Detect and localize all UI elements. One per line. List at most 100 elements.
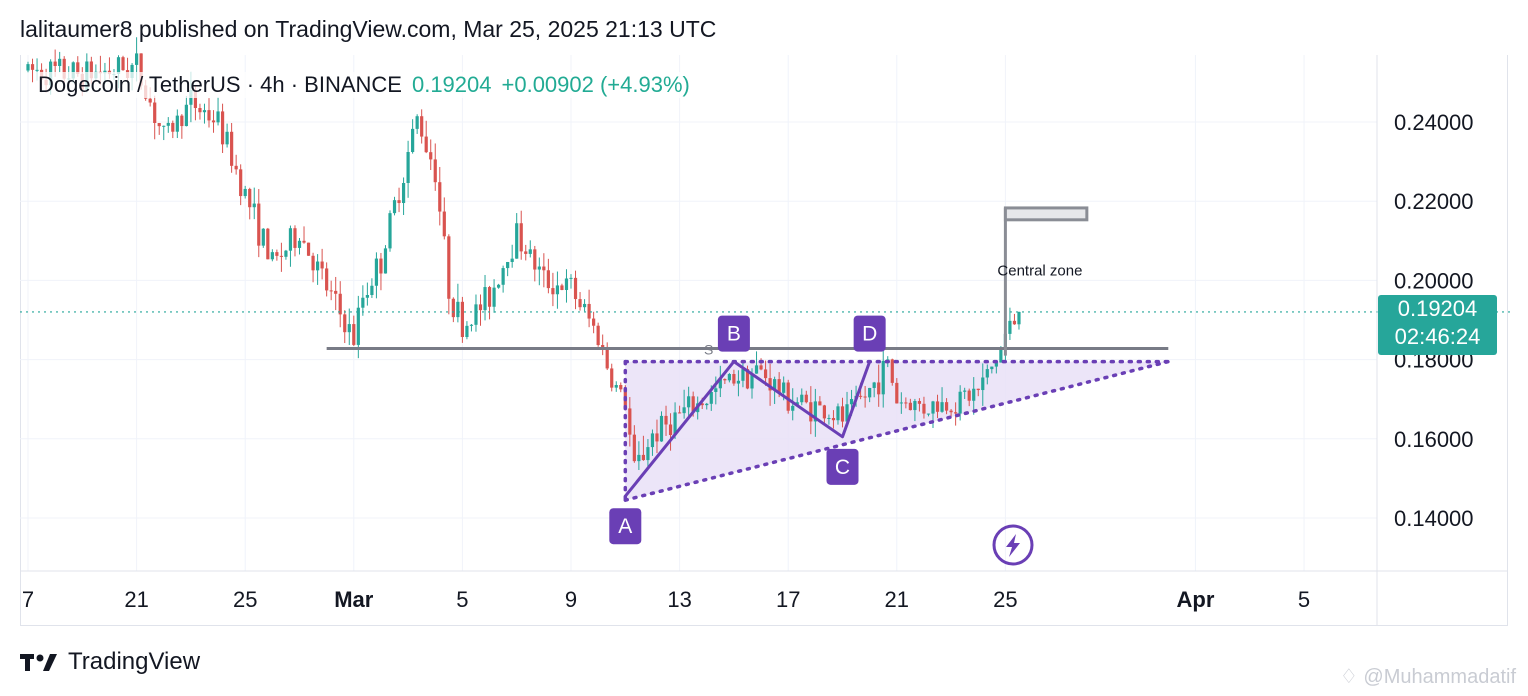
candle-body <box>818 401 822 406</box>
candle-body <box>401 182 406 204</box>
candle-body <box>370 285 374 296</box>
x-tick-label: Mar <box>334 587 374 612</box>
candle-body <box>216 111 220 123</box>
candle-body <box>768 378 772 391</box>
candle-body <box>89 61 93 79</box>
x-tick-label: 21 <box>885 587 909 612</box>
triangle-bottom-edge <box>623 359 1171 502</box>
publish-header: lalitaumer8 published on TradingView.com… <box>20 16 717 42</box>
candle-body <box>374 258 379 286</box>
candle-body <box>383 248 388 274</box>
candle-body <box>791 405 795 411</box>
pattern-labels: A B C D Central zone <box>609 262 1082 566</box>
candle-body <box>727 374 731 381</box>
candle-body <box>922 403 926 414</box>
candle-body <box>958 391 962 414</box>
candle-body <box>895 382 899 404</box>
candle-body <box>447 236 451 299</box>
x-tick-label: Apr <box>1177 587 1215 612</box>
candle-body <box>116 57 121 74</box>
levels: S <box>20 206 1512 358</box>
candle-body <box>641 454 645 461</box>
candle-body <box>220 111 225 145</box>
candle-body <box>899 402 903 404</box>
candle-body <box>316 261 320 271</box>
candle-body <box>1012 320 1017 325</box>
candles <box>26 37 1021 470</box>
candle-body <box>442 211 446 237</box>
candle-body <box>917 401 922 404</box>
price-change: +0.00902 (+4.93%) <box>501 72 690 97</box>
candle-body <box>478 304 483 311</box>
candle-body <box>763 369 768 379</box>
last-price-tag: 0.19204 02:46:24 <box>1378 295 1497 355</box>
candle-body <box>130 64 134 78</box>
candle-body <box>849 399 854 405</box>
candle-body <box>510 258 514 262</box>
candle-body <box>103 70 107 74</box>
candle-body <box>859 395 863 397</box>
candle-body <box>451 298 455 318</box>
candle-body <box>782 382 786 393</box>
candle-body <box>198 108 202 113</box>
candle-body <box>954 412 958 414</box>
candle-body <box>985 369 989 378</box>
y-tick-label: 0.14000 <box>1394 506 1474 531</box>
candle-body <box>533 249 537 270</box>
candle-body <box>709 391 713 404</box>
candle-body <box>492 287 496 307</box>
candle-body <box>420 116 424 137</box>
candle-body <box>180 115 184 127</box>
candle-body <box>601 345 605 348</box>
candle-body <box>723 379 727 381</box>
candle-body <box>750 373 754 389</box>
candle-body <box>700 403 704 406</box>
candle-body <box>474 304 478 325</box>
candle-body <box>963 390 967 392</box>
candle-body <box>646 447 650 461</box>
y-tick-label: 0.16000 <box>1394 427 1474 452</box>
candle-body <box>424 136 428 153</box>
candle-body <box>786 382 790 411</box>
candle-body <box>406 151 410 183</box>
candle-body <box>605 347 609 369</box>
candle-body <box>239 169 243 197</box>
candle-body <box>465 325 469 338</box>
last-price: 0.19204 <box>411 72 492 97</box>
candle-body <box>248 188 252 208</box>
candle-body <box>736 380 741 384</box>
tradingview-brand: TradingView <box>68 648 201 675</box>
candle-body <box>718 379 722 389</box>
abcd-line <box>624 360 872 498</box>
candle-body <box>668 424 673 436</box>
candle-body <box>293 228 297 248</box>
watermark-icon: ♢ <box>1339 666 1364 688</box>
candle-body <box>288 228 293 251</box>
candle-body <box>881 360 885 395</box>
candle-body <box>53 61 57 66</box>
candle-body <box>610 368 614 388</box>
x-tick-label: 5 <box>1298 587 1310 612</box>
candle-body <box>243 188 247 197</box>
lightning-icon <box>992 524 1034 566</box>
candle-body <box>1017 311 1021 325</box>
candle-body <box>741 369 745 381</box>
candle-body <box>560 285 564 290</box>
candle-body <box>655 433 659 442</box>
candle-body <box>515 223 519 259</box>
candle-body <box>135 53 139 65</box>
candle-body <box>528 249 532 254</box>
symbol-legend: Dogecoin / TetherUS · 4h · BINANCE 0.1920… <box>36 72 692 98</box>
candle-body <box>827 417 831 419</box>
candle-body <box>261 228 265 246</box>
tradingview-logo[interactable]: TradingView <box>20 648 200 676</box>
candle-body <box>836 406 840 421</box>
chart-frame <box>20 55 1508 626</box>
candle-body <box>777 379 781 393</box>
y-tick-label: 0.20000 <box>1394 268 1474 293</box>
point-label-b: B <box>727 323 741 346</box>
candle-body <box>981 377 985 391</box>
candle-body <box>592 318 596 326</box>
candle-body <box>904 402 908 404</box>
